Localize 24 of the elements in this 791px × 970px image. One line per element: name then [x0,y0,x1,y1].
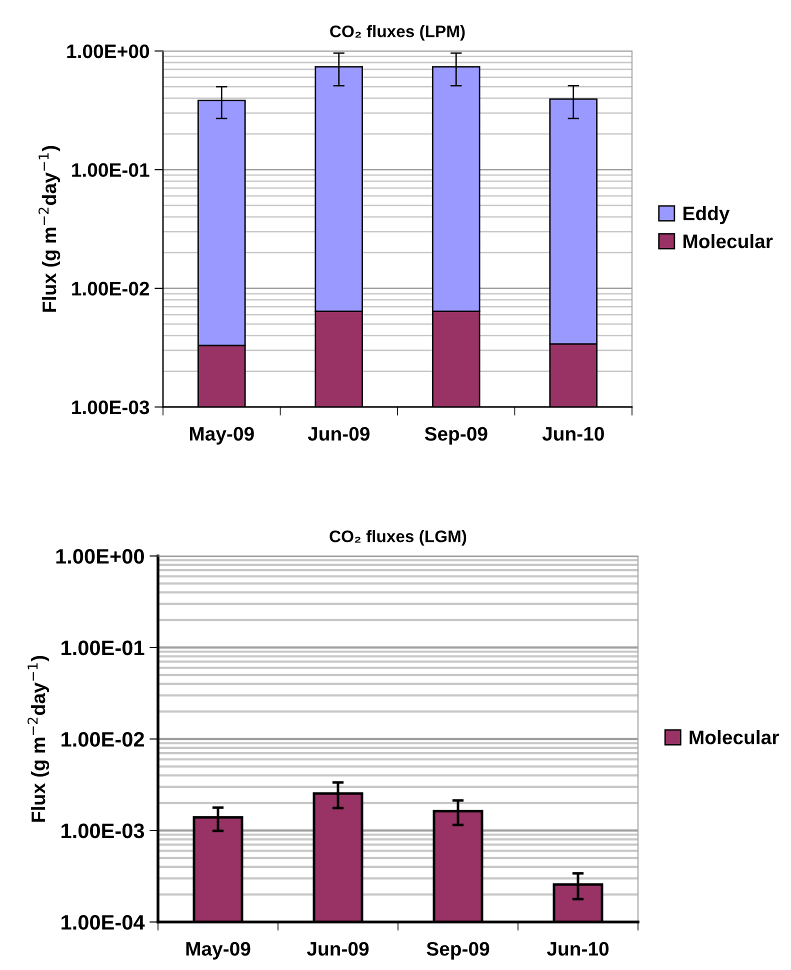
legend-label: Molecular [684,234,773,248]
y-tick-label: 1.00E-03 [72,400,150,414]
x-tick-label: Jun-10 [542,426,604,441]
chart-title: CO₂ fluxes (LPM) [330,25,465,41]
y-tick-label: 1.00E-01 [72,163,150,177]
y-tick-label: 1.00E-01 [62,640,144,656]
y-axis-title: Flux (g m$^{−2}$day$^{−1}$) [38,146,60,312]
x-tick-label: May-09 [186,942,250,960]
y-tick-label: 1.00E-02 [72,282,150,296]
y-tick-label: 1.00E-03 [62,824,144,838]
y-tick-label: 1.00E-04 [62,915,145,930]
x-tick-label: Jun-09 [308,426,370,441]
y-tick-label: 1.00E+00 [56,549,144,564]
x-tick-label: Jun-10 [546,942,609,956]
chart-title: CO₂ fluxes (LGM) [330,530,466,546]
legend-label: Molecular [690,730,779,744]
y-axis-title: Flux (g m$^{−2}$day$^{−1}$) [28,656,50,822]
x-tick-label: Sep-09 [426,942,490,960]
legend-label: Eddy [684,206,730,224]
x-tick-label: Jun-09 [306,942,369,956]
x-tick-label: May-09 [190,426,254,445]
y-tick-label: 1.00E+00 [67,44,150,58]
x-tick-label: Sep-09 [424,426,488,445]
y-tick-label: 1.00E-02 [62,732,144,747]
